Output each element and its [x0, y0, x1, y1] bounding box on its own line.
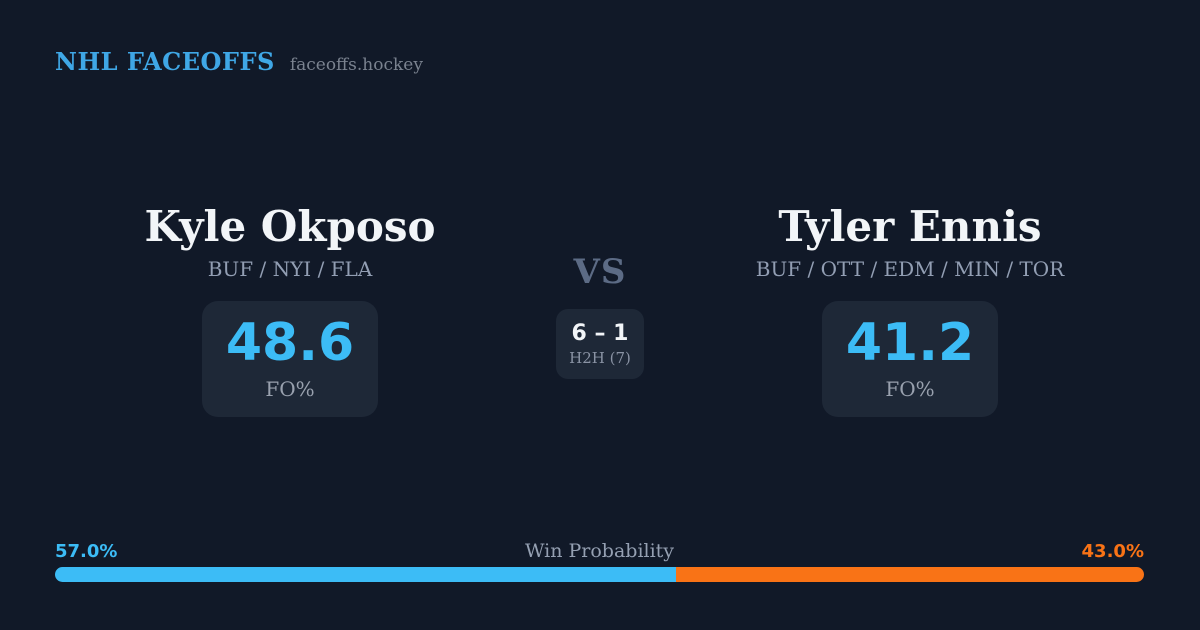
player-right-name: Tyler Ennis	[778, 202, 1042, 251]
player-right-column: Tyler Ennis BUF / OTT / EDM / MIN / TOR …	[730, 204, 1090, 417]
player-left-column: Kyle Okposo BUF / NYI / FLA 48.6 FO%	[110, 204, 470, 417]
brand-title: NHL FACEOFFS	[55, 47, 275, 76]
player-left-fo-label: FO%	[265, 377, 315, 401]
win-probability-left-value: 57.0%	[55, 541, 118, 562]
center-column: VS 6 – 1 H2H (7)	[530, 204, 670, 379]
h2h-label: H2H (7)	[569, 348, 631, 367]
win-probability-bar-left-segment	[55, 567, 676, 582]
player-right-teams: BUF / OTT / EDM / MIN / TOR	[755, 257, 1065, 281]
player-left-fo-card: 48.6 FO%	[202, 301, 378, 417]
header: NHL FACEOFFS faceoffs.hockey	[55, 47, 423, 76]
player-left-fo-value: 48.6	[225, 313, 355, 373]
win-probability-title: Win Probability	[524, 540, 675, 562]
player-right-fo-value: 41.2	[845, 313, 975, 373]
player-right-fo-card: 41.2 FO%	[822, 301, 998, 417]
site-domain: faceoffs.hockey	[289, 55, 423, 75]
h2h-score: 6 – 1	[571, 320, 629, 346]
h2h-card: 6 – 1 H2H (7)	[556, 309, 644, 379]
player-right-fo-label: FO%	[885, 377, 935, 401]
win-probability-labels: 57.0% Win Probability 43.0%	[55, 540, 1144, 562]
player-left-teams: BUF / NYI / FLA	[207, 257, 373, 281]
win-probability-bar-right-segment	[675, 567, 1144, 582]
player-left-name: Kyle Okposo	[144, 202, 436, 251]
win-probability-bar	[55, 567, 1144, 582]
vs-label: VS	[573, 252, 627, 292]
win-probability-right-value: 43.0%	[1081, 541, 1144, 562]
